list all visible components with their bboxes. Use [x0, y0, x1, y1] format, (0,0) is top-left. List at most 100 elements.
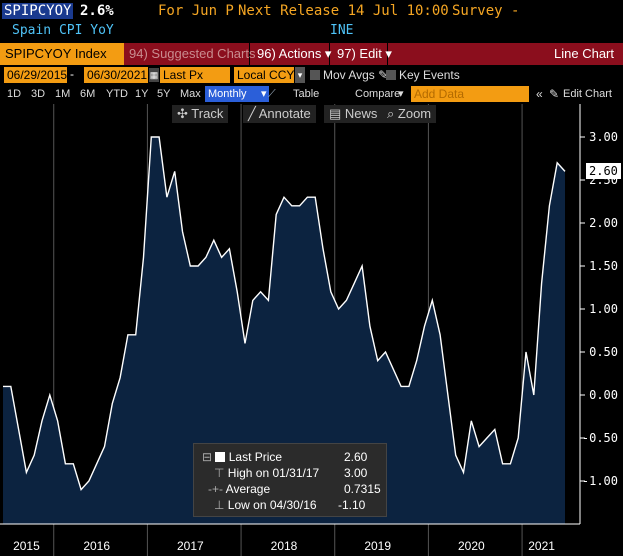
key-events-checkbox[interactable]: Key Events — [386, 68, 460, 82]
checkbox-icon — [386, 70, 396, 80]
period-bar: 1D 3D 1M 6M YTD 1Y 5Y Max Monthly ▾ ⟋ Ta… — [0, 85, 623, 103]
x-tick-label: 2017 — [177, 539, 204, 553]
currency-dropdown-icon[interactable]: ▾ — [295, 67, 305, 83]
y-tick-label: 1.50 — [589, 259, 618, 273]
x-tick-label: 2020 — [458, 539, 485, 553]
key-events-label: Key Events — [399, 68, 460, 82]
news-tool[interactable]: ▤ News — [324, 105, 383, 123]
period-1y[interactable]: 1Y — [135, 88, 149, 100]
legend-last-price: ⊟ Last Price — [202, 450, 282, 464]
x-tick-label: 2018 — [271, 539, 298, 553]
average-marker-icon: -+- — [208, 482, 223, 496]
chart-legend[interactable]: ⊟ Last Price 2.60 ⊤ High on 01/31/17 3.0… — [193, 443, 387, 517]
period-1m[interactable]: 1M — [55, 88, 71, 100]
period-6m[interactable]: 6M — [80, 88, 96, 100]
news-label: News — [344, 106, 378, 121]
x-tick-label: 2019 — [364, 539, 391, 553]
period-3d[interactable]: 3D — [31, 88, 46, 100]
news-icon: ▤ — [329, 106, 342, 121]
area-fill — [3, 137, 565, 524]
average-label: Average — [225, 482, 271, 496]
track-tool[interactable]: ✣ Track — [172, 105, 229, 123]
price-line — [3, 136, 566, 491]
last-price-value: 2.60 — [344, 450, 368, 464]
crosshair-icon: ✣ — [177, 106, 188, 121]
y-axis: 3.002.502.001.501.000.500.00-0.50-1.00 — [580, 130, 618, 488]
last-price-tag: 2.60 — [586, 163, 621, 179]
pencil-icon[interactable]: ✎ — [378, 68, 389, 82]
low-label: Low on 04/30/16 — [227, 498, 317, 512]
y-tick-label: 3.00 — [589, 130, 618, 144]
date-separator: - — [70, 67, 74, 81]
x-tick-label: 2015 — [13, 539, 40, 553]
y-tick-label: 0.00 — [589, 388, 618, 402]
low-value: -1.10 — [338, 498, 366, 512]
chart-toolbar: ✣ Track ╱ Annotate ▤ News ⌕ Zoom — [0, 104, 623, 124]
annotate-label: Annotate — [258, 106, 311, 121]
period-label: For Jun P — [158, 3, 234, 19]
high-marker-icon: ⊤ — [214, 466, 225, 480]
x-tick-label: 2016 — [83, 539, 110, 553]
legend-high: ⊤ High on 01/31/17 — [214, 466, 319, 480]
annotate-icon: ╱ — [248, 106, 256, 121]
edit-chart-pencil-icon[interactable]: ✎ — [549, 87, 560, 101]
annotate-tool[interactable]: ╱ Annotate — [243, 105, 316, 123]
zoom-tool[interactable]: ⌕ Zoom — [382, 105, 437, 123]
field-select[interactable]: Last Px — [160, 67, 230, 83]
currency-select[interactable]: Local CCY — [234, 67, 294, 83]
suggested-charts-button[interactable]: 94) Suggested Charts — [124, 43, 255, 65]
period-5y[interactable]: 5Y — [157, 88, 171, 100]
x-axis: 2015 2016 2017 2018 2019 2020 2021 — [13, 539, 555, 553]
edit-menu[interactable]: 97) Edit ▾ — [332, 43, 392, 65]
frequency-dropdown-icon[interactable]: ▾ — [259, 86, 269, 102]
period-ytd[interactable]: YTD — [106, 88, 128, 100]
start-date-input[interactable]: 06/29/2015 — [4, 67, 67, 83]
collapse-legend-icon[interactable]: ⊟ — [202, 450, 213, 464]
compare-dropdown-icon[interactable]: ▾ — [398, 88, 404, 100]
last-price-label: Last Price — [228, 450, 283, 464]
add-data-input[interactable]: Add Data — [411, 86, 529, 102]
line-chart-icon[interactable]: ⟋ — [268, 88, 276, 100]
y-tick-label: 1.00 — [589, 302, 618, 316]
track-label: Track — [191, 106, 224, 121]
survey-label: Survey - — [452, 3, 520, 19]
security-info: Spain CPI YoY INE — [0, 22, 623, 42]
table-button[interactable]: Table — [293, 88, 320, 100]
frequency-select[interactable]: Monthly — [205, 86, 259, 102]
y-tick-label: 0.50 — [589, 345, 618, 359]
legend-average: -+- Average — [208, 482, 270, 496]
mov-avgs-label: Mov Avgs — [323, 68, 375, 82]
edit-chart-button[interactable]: Edit Chart — [563, 88, 612, 100]
actions-menu[interactable]: 96) Actions ▾ — [252, 43, 331, 65]
index-field[interactable]: SPIPCYOY Index — [0, 43, 124, 65]
mov-avgs-checkbox[interactable]: Mov Avgs ✎ — [310, 68, 388, 82]
y-tick-label: -1.00 — [582, 474, 618, 488]
x-tick-label: 2021 — [528, 539, 555, 553]
high-value: 3.00 — [344, 466, 368, 480]
period-max[interactable]: Max — [180, 88, 201, 100]
legend-low: ⊥ Low on 04/30/16 — [214, 498, 317, 512]
chart-type-label[interactable]: Line Chart — [554, 46, 614, 61]
price-chart[interactable]: 3.002.502.001.501.000.500.00-0.50-1.00 2… — [0, 104, 623, 556]
security-name: Spain CPI YoY — [12, 23, 114, 38]
high-label: High on 01/31/17 — [227, 466, 320, 480]
period-1d[interactable]: 1D — [7, 88, 22, 100]
security-header: SPIPCYOY 2.6% For Jun P Next Release 14 … — [0, 0, 623, 22]
average-value: 0.7315 — [344, 482, 381, 496]
low-marker-icon: ⊥ — [214, 498, 225, 512]
collapse-icon[interactable]: « — [536, 87, 543, 101]
zoom-icon: ⌕ — [387, 106, 395, 121]
compare-button[interactable]: Compare — [355, 88, 401, 100]
last-value: 2.6% — [80, 3, 114, 19]
source-label: INE — [330, 23, 354, 38]
checkbox-icon — [310, 70, 320, 80]
next-release: Next Release 14 Jul 10:00 — [238, 3, 449, 19]
calendar-icon[interactable]: ▦ — [149, 68, 159, 82]
y-tick-label: -0.50 — [582, 431, 618, 445]
end-date-input[interactable]: 06/30/2021 — [84, 67, 148, 83]
control-bar: 06/29/2015 - 06/30/2021 ▦ Last Px Local … — [0, 66, 623, 84]
zoom-label: Zoom — [397, 106, 432, 121]
last-price-swatch-icon — [215, 452, 226, 462]
ticker-label[interactable]: SPIPCYOY — [2, 3, 74, 19]
menu-bar: SPIPCYOY Index 94) Suggested Charts 96) … — [0, 43, 623, 65]
